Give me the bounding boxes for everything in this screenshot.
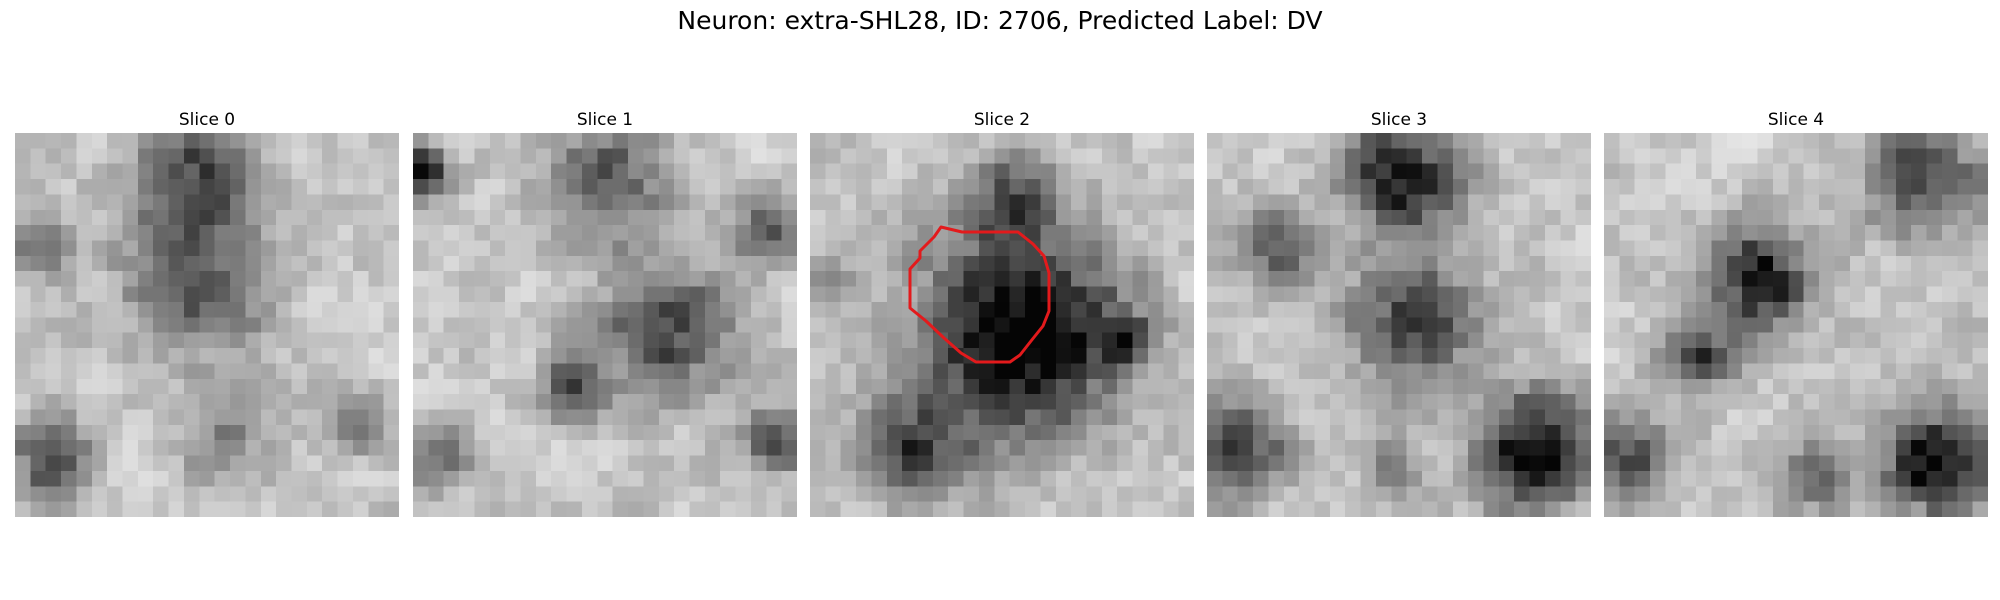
slice-image <box>1207 133 1591 517</box>
slice-image <box>810 133 1194 517</box>
slice-title: Slice 3 <box>1370 110 1428 130</box>
slice-panel-0: Slice 0 <box>15 107 399 517</box>
slice-title: Slice 2 <box>973 110 1031 130</box>
slice-pixel-grid <box>810 133 1194 517</box>
slice-panel-2: Slice 2 <box>810 107 1194 517</box>
slice-image <box>1604 133 1988 517</box>
slice-pixel-grid <box>15 133 399 517</box>
slice-image <box>15 133 399 517</box>
figure-title: Neuron: extra-SHL28, ID: 2706, Predicted… <box>677 6 1323 35</box>
slice-pixel-grid <box>1207 133 1591 517</box>
slice-panel-4: Slice 4 <box>1604 107 1988 517</box>
slice-title: Slice 4 <box>1767 110 1825 130</box>
slice-panel-1: Slice 1 <box>413 107 797 517</box>
slice-title: Slice 1 <box>576 110 634 130</box>
slice-panel-3: Slice 3 <box>1207 107 1591 517</box>
slice-image <box>413 133 797 517</box>
slice-pixel-grid <box>413 133 797 517</box>
slice-pixel-grid <box>1604 133 1988 517</box>
slice-title: Slice 0 <box>178 110 236 130</box>
